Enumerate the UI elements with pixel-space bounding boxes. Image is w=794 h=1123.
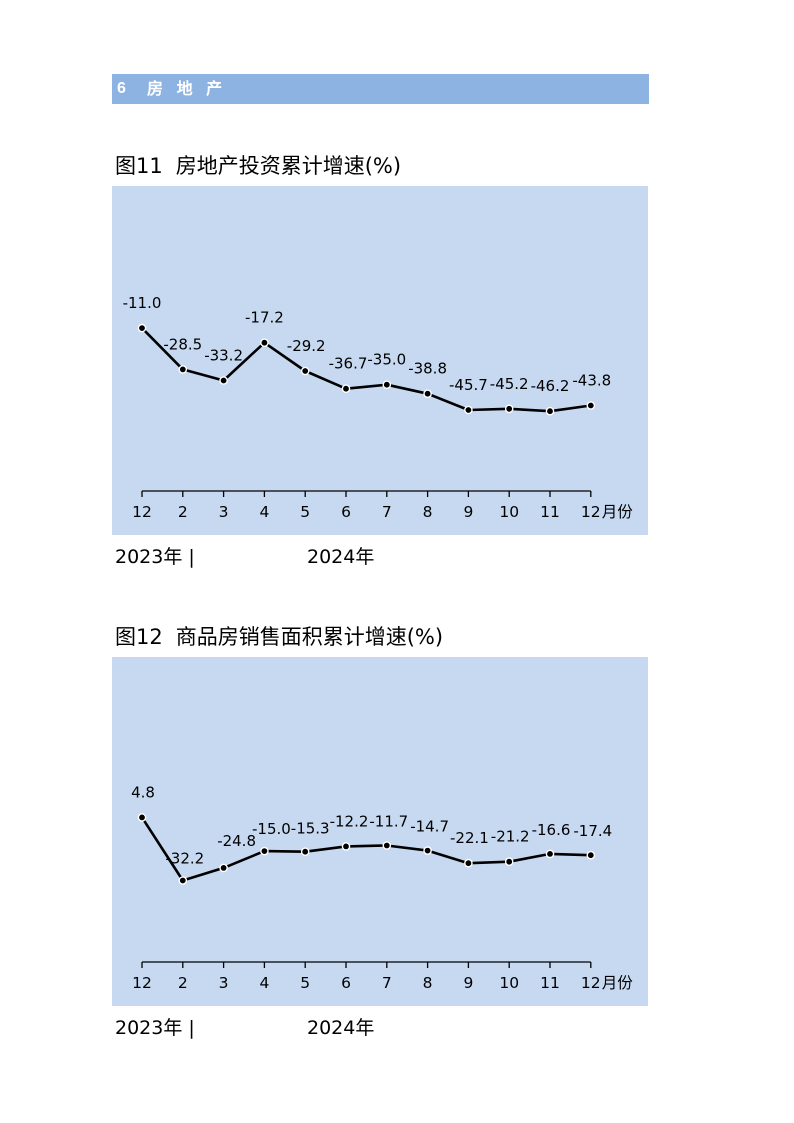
data-point-marker (219, 863, 228, 873)
data-point-marker (586, 401, 596, 410)
section-header-bar: 6 房 地 产 (112, 74, 649, 104)
data-label: -16.6 (532, 821, 571, 839)
x-tick-label: 8 (423, 974, 433, 992)
period-label-2024: 2024年 (307, 1017, 375, 1039)
data-label: -14.7 (410, 818, 449, 836)
x-tick-label: 6 (341, 974, 351, 992)
data-point-marker (178, 365, 188, 374)
x-axis-unit-label: 月份 (602, 974, 634, 992)
line-chart-investment-growth: 12 2 3 4 5 6 7 8 9 10 11 12 月份-11.0-28.5-33.2-17.2-2… (112, 186, 648, 535)
series-line (140, 816, 593, 882)
data-label: -15.3 (291, 820, 330, 838)
x-tick-label: 12 (581, 503, 601, 521)
period-label-2023: 2023年 | (115, 1017, 195, 1039)
x-tick-label: 5 (300, 503, 310, 521)
data-point-marker (504, 404, 514, 414)
figure-title: 图12 商品房销售面积累计增速(%) (115, 624, 443, 650)
x-tick-label: 9 (463, 503, 473, 521)
chart-panel-background (112, 657, 648, 1006)
data-point-marker (423, 846, 432, 855)
data-label: -22.1 (450, 829, 489, 847)
data-label: -24.8 (217, 832, 256, 850)
x-tick-label: 2 (178, 503, 188, 521)
x-tick-label: 12 (581, 974, 601, 992)
data-label: -11.7 (369, 813, 408, 831)
x-tick-label: 2 (178, 974, 188, 992)
data-label: -32.2 (165, 850, 204, 868)
data-label: -12.2 (330, 812, 369, 830)
data-point-marker (341, 842, 351, 851)
data-point-marker (300, 366, 310, 376)
data-label: -35.0 (367, 351, 406, 369)
data-label: -15.0 (252, 820, 291, 838)
data-point-marker (341, 384, 351, 393)
data-point-marker (464, 405, 473, 415)
x-tick-label: 4 (259, 974, 269, 992)
x-tick-label: 12 (132, 974, 152, 992)
data-point-marker (178, 876, 188, 885)
data-point-marker (586, 850, 596, 860)
period-label-2024: 2024年 (307, 546, 375, 568)
figure-number: 图12 (115, 625, 163, 649)
x-tick-label: 3 (219, 503, 229, 521)
data-label: -11.0 (123, 294, 162, 312)
period-label-2023: 2023年 | (115, 546, 195, 568)
figure-number: 图11 (115, 154, 163, 178)
x-tick-label: 11 (540, 503, 560, 521)
data-point-marker (504, 857, 514, 866)
data-point-marker (545, 849, 555, 859)
line-chart-sales-area-growth: 12 2 3 4 5 6 7 8 9 10 11 12 月份4.8-32.2-24.8-15.0 -15.… (112, 657, 648, 1006)
data-label: -17.2 (245, 309, 284, 327)
data-point-marker (137, 323, 147, 333)
data-label: -33.2 (204, 347, 243, 365)
x-tick-label: 6 (341, 503, 351, 521)
x-tick-label: 10 (499, 974, 519, 992)
x-tick-label: 9 (463, 974, 473, 992)
x-axis-unit-label: 月份 (602, 503, 634, 521)
data-label: -43.8 (572, 372, 611, 390)
figure-caption: 商品房销售面积累计增速(%) (175, 625, 444, 649)
data-point-marker (219, 376, 228, 385)
data-label: -21.2 (491, 828, 530, 846)
data-point-marker (382, 380, 392, 389)
x-tick-label: 12 (132, 503, 152, 521)
data-point-marker (545, 406, 555, 416)
data-point-marker (382, 841, 392, 850)
x-tick-label: 11 (540, 974, 560, 992)
x-tick-label: 7 (382, 974, 392, 992)
data-label: -17.4 (573, 822, 612, 840)
chart-panel-background (112, 186, 648, 535)
figure-title: 图11 房地产投资累计增速(%) (115, 153, 401, 179)
data-point-marker (137, 813, 147, 822)
data-label: -29.2 (287, 337, 326, 355)
period-labels: 2023年 | 2024年 (0, 545, 794, 569)
x-tick-label: 7 (382, 503, 392, 521)
x-tick-label: 3 (219, 974, 229, 992)
data-label: -46.2 (531, 377, 570, 395)
data-label: -38.8 (408, 360, 447, 378)
section-number: 6 (117, 80, 126, 97)
x-tick-label: 10 (499, 503, 519, 521)
data-point-marker (464, 858, 473, 868)
figure-caption: 房地产投资累计增速(%) (175, 154, 402, 178)
x-tick-label: 8 (423, 503, 433, 521)
x-tick-label: 5 (300, 974, 310, 992)
data-point-marker (300, 847, 310, 856)
data-point-marker (260, 846, 269, 856)
data-label: -45.7 (449, 376, 488, 394)
data-point-marker (260, 338, 269, 347)
period-labels: 2023年 | 2024年 (0, 1016, 794, 1040)
data-label: 4.8 (131, 783, 155, 801)
data-point-marker (423, 389, 432, 398)
x-tick-label: 4 (259, 503, 269, 521)
data-label: -28.5 (163, 335, 202, 353)
section-title: 房 地 产 (147, 79, 227, 98)
data-label: -45.2 (490, 375, 529, 393)
data-label: -36.7 (329, 355, 368, 373)
series-line (140, 326, 593, 413)
